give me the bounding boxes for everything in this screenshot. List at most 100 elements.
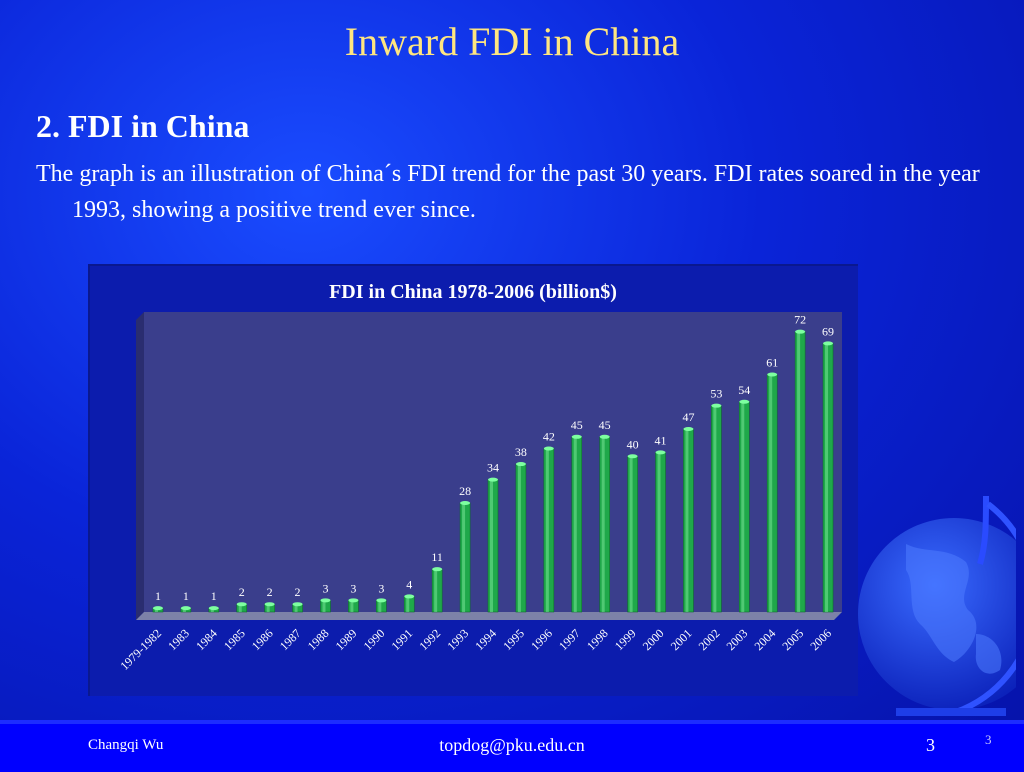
bar-cap: [599, 434, 610, 439]
tick-label: 2001: [668, 626, 695, 653]
bar-highlight: [713, 405, 717, 612]
tick-label: 1997: [556, 626, 583, 653]
tick-label: 1989: [333, 626, 360, 653]
tick-label: 1995: [500, 626, 527, 653]
bar-highlight: [825, 343, 829, 612]
tick-label: 1987: [277, 626, 304, 653]
data-label: 1: [211, 589, 217, 603]
data-label: 3: [350, 581, 356, 595]
footer-bar: [0, 720, 1024, 772]
bar-highlight: [573, 436, 577, 612]
bar-cap: [236, 602, 247, 607]
data-label: 2: [267, 585, 273, 599]
bar-chart: FDI in China 1978-2006 (billion$) 1 1979-…: [117, 281, 842, 673]
bar-highlight: [490, 479, 493, 612]
bar-highlight: [322, 600, 326, 612]
section-heading: 2. FDI in China: [36, 108, 250, 144]
data-label: 40: [627, 437, 639, 451]
bar-cap: [823, 341, 834, 346]
bar-cap: [404, 594, 415, 599]
data-label: 34: [487, 461, 499, 475]
bar-cap: [795, 329, 806, 334]
bar-highlight: [434, 569, 438, 612]
bar-highlight: [182, 608, 186, 612]
bar-highlight: [210, 608, 214, 612]
bar-cap: [152, 606, 163, 611]
chart-panel: FDI in China 1978-2006 (billion$) 1 1979-…: [88, 264, 858, 696]
tick-label: 2003: [724, 626, 751, 653]
tick-label: 2002: [696, 626, 723, 653]
bar-highlight: [657, 452, 661, 612]
bar-highlight: [294, 604, 298, 612]
tick-label: 2004: [751, 626, 778, 653]
footer-email: topdog@pku.edu.cn: [439, 735, 585, 755]
bar-cap: [264, 602, 275, 607]
data-label: 54: [738, 383, 750, 397]
data-label: 45: [599, 418, 611, 432]
bar-cap: [683, 427, 694, 432]
bar-cap: [767, 372, 778, 377]
bar-highlight: [406, 596, 410, 612]
data-label: 41: [655, 433, 667, 447]
bar-highlight: [797, 331, 801, 612]
bar-cap: [348, 598, 359, 603]
tick-label: 2006: [807, 626, 834, 653]
tick-label: 1998: [584, 626, 611, 653]
data-label: 47: [682, 410, 694, 424]
data-label: 61: [766, 356, 778, 370]
bar-cap: [488, 477, 498, 482]
tick-label: 1983: [165, 626, 192, 653]
bar-highlight: [769, 374, 773, 612]
data-label: 72: [794, 313, 806, 327]
footer-author: Changqi Wu: [88, 737, 164, 753]
tick-label: 1993: [444, 626, 471, 653]
bar-highlight: [545, 448, 549, 612]
corner-page-number: 3: [985, 732, 992, 747]
data-label: 1: [155, 589, 161, 603]
data-label: 2: [295, 585, 301, 599]
slide-title: Inward FDI in China: [344, 19, 680, 64]
bar-cap: [292, 602, 303, 607]
data-label: 45: [571, 418, 583, 432]
data-label: 3: [378, 581, 384, 595]
bar-cap: [376, 598, 387, 603]
bar-highlight: [154, 608, 158, 612]
bar-highlight: [629, 456, 633, 612]
bar-highlight: [350, 600, 354, 612]
bar-cap: [180, 606, 191, 611]
bar-highlight: [741, 401, 745, 612]
tick-label: 1984: [193, 626, 220, 653]
bar-cap: [711, 403, 722, 408]
data-label: 42: [543, 429, 555, 443]
tick-label: 1985: [221, 626, 248, 653]
tick-label: 1986: [249, 626, 276, 653]
bar-cap: [655, 450, 666, 455]
bar-highlight: [378, 600, 382, 612]
bar-highlight: [266, 604, 270, 612]
bar-cap: [208, 606, 219, 611]
bar-cap: [739, 399, 750, 404]
data-label: 38: [515, 445, 527, 459]
tick-label: 1988: [305, 626, 332, 653]
data-label: 1: [183, 589, 189, 603]
bar-highlight: [601, 436, 605, 612]
bar-cap: [432, 567, 443, 572]
bar: [515, 463, 527, 613]
data-label: 3: [322, 581, 328, 595]
tick-label: 1996: [528, 626, 555, 653]
bar-highlight: [685, 429, 689, 612]
bar-cap: [320, 598, 331, 603]
tick-label: 1994: [472, 626, 499, 653]
bar-cap: [460, 500, 471, 505]
bar-highlight: [238, 604, 242, 612]
bar-cap: [543, 446, 554, 451]
bar-cap: [515, 462, 526, 467]
plot-floor: [136, 612, 842, 620]
globe-icon: [858, 495, 1016, 716]
bar-cap: [627, 454, 638, 459]
data-label: 2: [239, 585, 245, 599]
plot-side-wall: [136, 312, 144, 620]
tick-label: 1999: [612, 626, 639, 653]
data-label: 28: [459, 484, 471, 498]
tick-label: 1990: [361, 626, 388, 653]
